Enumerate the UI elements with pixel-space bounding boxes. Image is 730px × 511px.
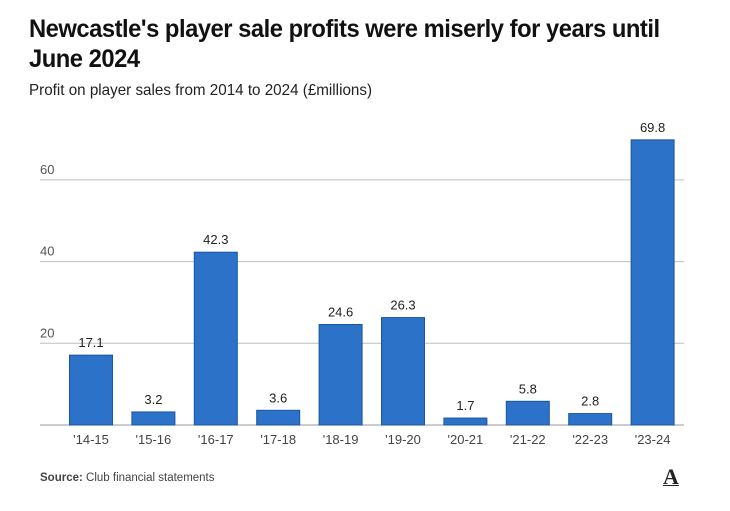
y-tick-label: 20 [40,325,54,340]
data-labels: 17.1 3.2 42.3 3.6 24.6 26.3 1.7 5.8 2.8 69.8 [78,120,665,413]
data-label: 69.8 [640,120,665,135]
y-tick-label: 40 [40,244,54,259]
x-tick-label: '23-24 [635,432,671,447]
chart-title: Newcastle's player sale profits were mis… [29,15,660,73]
x-tick-label: '18-19 [323,432,359,447]
bars [69,139,675,426]
bar-19-20 [381,317,425,426]
data-label: 1.7 [456,398,474,413]
data-label: 3.2 [144,392,162,407]
x-tick-label: '19-20 [385,432,421,447]
source-label: Source: [40,472,83,484]
x-tick-label: '15-16 [136,432,172,447]
bar-21-22 [505,400,550,426]
x-tick-labels: '14-15 '15-16 '16-17 '17-18 '18-19 '19-20 '20-… [73,432,670,447]
data-label: 24.6 [328,305,353,320]
y-tick-label: 60 [40,162,54,177]
data-label: 5.8 [519,381,537,396]
x-tick-label: '21-22 [510,432,546,447]
data-label: 42.3 [203,232,228,247]
chart-subtitle: Profit on player sales from 2014 to 2024… [29,82,373,99]
x-tick-label: '14-15 [73,432,109,447]
bar-14-15 [69,354,113,426]
x-tick-label: '17-18 [260,432,296,447]
athletic-logo-icon: A [663,464,679,489]
bar-23-24 [630,139,675,426]
x-tick-label: '22-23 [572,432,608,447]
source-note: Source: Club financial statements [40,472,215,484]
x-tick-label: '20-21 [448,432,484,447]
bar-16-17 [193,251,238,426]
bar-20-21 [443,417,488,426]
data-label: 26.3 [390,298,415,313]
data-label: 17.1 [78,335,103,350]
bar-17-18 [256,409,301,426]
bar-15-16 [131,411,176,426]
y-tick-labels: 20 40 60 [40,162,54,340]
bar-18-19 [318,324,363,426]
data-label: 3.6 [269,390,287,405]
x-tick-label: '16-17 [198,432,234,447]
data-label: 2.8 [581,394,599,409]
bar-22-23 [568,413,613,426]
source-text: Club financial statements [82,472,215,484]
